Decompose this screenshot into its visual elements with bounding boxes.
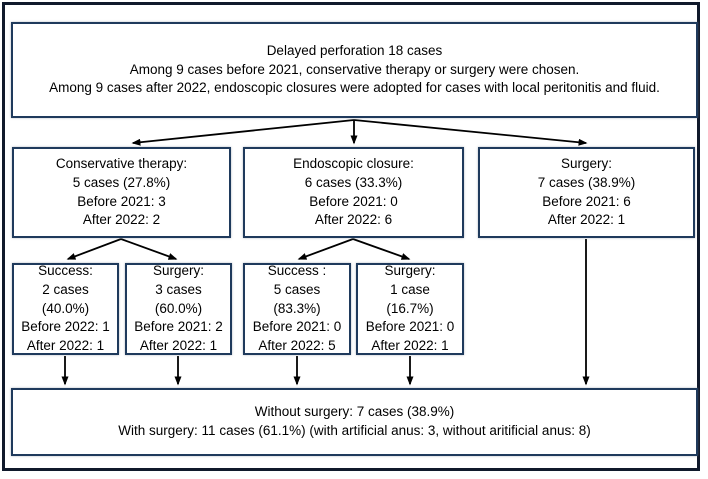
box-cases: 5 cases (27.8%) (72, 174, 171, 190)
box-cases: 6 cases (33.3%) (304, 174, 403, 190)
box-after: After 2022: 1 (371, 337, 449, 353)
box-cases: 7 cases (38.9%) (537, 174, 636, 190)
box-percent: (60.0%) (154, 300, 203, 316)
box-label: Success : (267, 263, 327, 279)
box-percent: (83.3%) (273, 300, 321, 316)
box-conservative-success: Success: 2 cases (40.0%) Before 2022: 1 … (12, 263, 119, 355)
box-label: Surgery: (560, 156, 613, 172)
box-after: After 2022: 2 (82, 212, 161, 228)
box-before: Before 2021: 6 (542, 193, 631, 209)
box-conservative-surgery: Surgery: 3 cases (60.0%) Before 2021: 2 … (125, 263, 232, 355)
box-cases: 3 cases (155, 282, 202, 298)
box-cases: 5 cases (273, 282, 321, 298)
box-conservative-therapy: Conservative therapy: 5 cases (27.8%) Be… (12, 147, 231, 238)
box-before: Before 2021: 3 (77, 193, 166, 209)
box-endoscopic-success: Success : 5 cases (83.3%) Before 2021: 0… (243, 263, 351, 355)
box-before: Before 2021: 2 (134, 319, 223, 335)
box-label: Endoscopic closure: (293, 156, 414, 172)
box-percent: (40.0%) (41, 300, 90, 316)
box-endoscopic-closure: Endoscopic closure: 6 cases (33.3%) Befo… (243, 147, 464, 238)
box-surgery: Surgery: 7 cases (38.9%) Before 2021: 6 … (478, 147, 695, 238)
box-after: After 2022: 6 (314, 212, 393, 228)
title-line-1: Delayed perforation 18 cases (266, 43, 443, 59)
box-percent: (16.7%) (386, 300, 434, 316)
title-line-2: Among 9 cases before 2021, conservative … (129, 61, 580, 77)
box-cases: 1 case (390, 282, 430, 298)
outer-frame (2, 2, 700, 471)
box-before: Before 2021: 0 (252, 319, 342, 335)
outcome-line-2: With surgery: 11 cases (61.1%) (with art… (118, 423, 591, 438)
box-after: After 2022: 1 (26, 337, 105, 353)
box-label: Surgery: (384, 263, 436, 279)
box-after: After 2022: 1 (139, 337, 218, 353)
box-outcome: Without surgery: 7 cases (38.9%) With su… (11, 388, 698, 456)
box-after: After 2022: 1 (547, 212, 626, 228)
box-after: After 2022: 5 (258, 337, 336, 353)
box-endoscopic-surgery: Surgery: 1 case (16.7%) Before 2021: 0 A… (356, 263, 464, 355)
box-cases: 2 cases (42, 282, 89, 298)
outcome-line-1: Without surgery: 7 cases (38.9%) (254, 404, 455, 420)
box-before: Before 2021: 0 (365, 319, 455, 335)
box-before: Before 2021: 0 (309, 193, 398, 209)
box-delayed-perforation: Delayed perforation 18 cases Among 9 cas… (11, 22, 698, 118)
box-label: Surgery: (152, 263, 205, 279)
box-label: Conservative therapy: (55, 156, 188, 172)
box-before: Before 2022: 1 (21, 319, 110, 335)
title-line-3: Among 9 cases after 2022, endoscopic clo… (49, 80, 660, 96)
box-label: Success: (38, 263, 93, 279)
